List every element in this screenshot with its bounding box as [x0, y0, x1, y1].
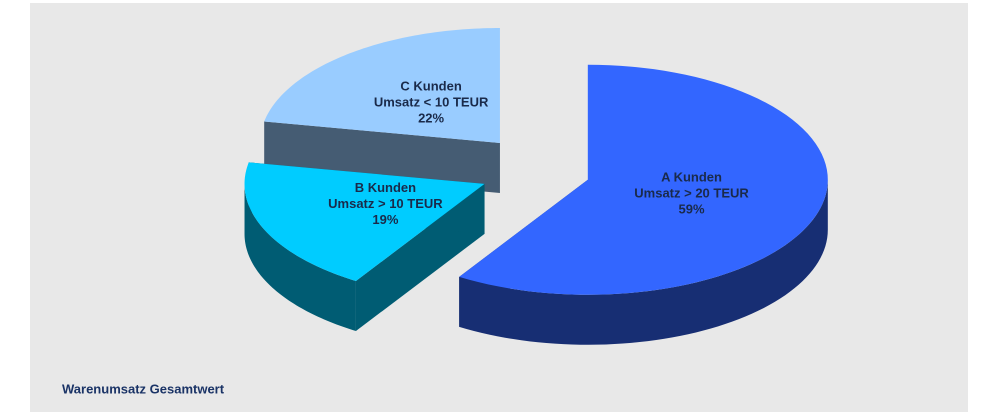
slice-description: Umsatz < 10 TEUR	[374, 95, 489, 110]
slice	[459, 64, 828, 295]
slice-label: B Kunden	[355, 180, 416, 195]
slice-side	[244, 183, 356, 331]
slice-description: Umsatz > 20 TEUR	[634, 186, 749, 201]
slice	[264, 28, 500, 144]
slice-description: Umsatz > 10 TEUR	[328, 196, 443, 211]
slice	[244, 162, 485, 281]
chart-title: Warenumsatz Gesamtwert	[62, 381, 225, 396]
value-label: 19%	[372, 212, 398, 227]
value-label: 22%	[418, 111, 444, 126]
slice-label: C Kunden	[400, 79, 461, 94]
slice-side	[459, 179, 828, 345]
slice-label: A Kunden	[661, 170, 722, 185]
value-label: 59%	[679, 202, 705, 217]
